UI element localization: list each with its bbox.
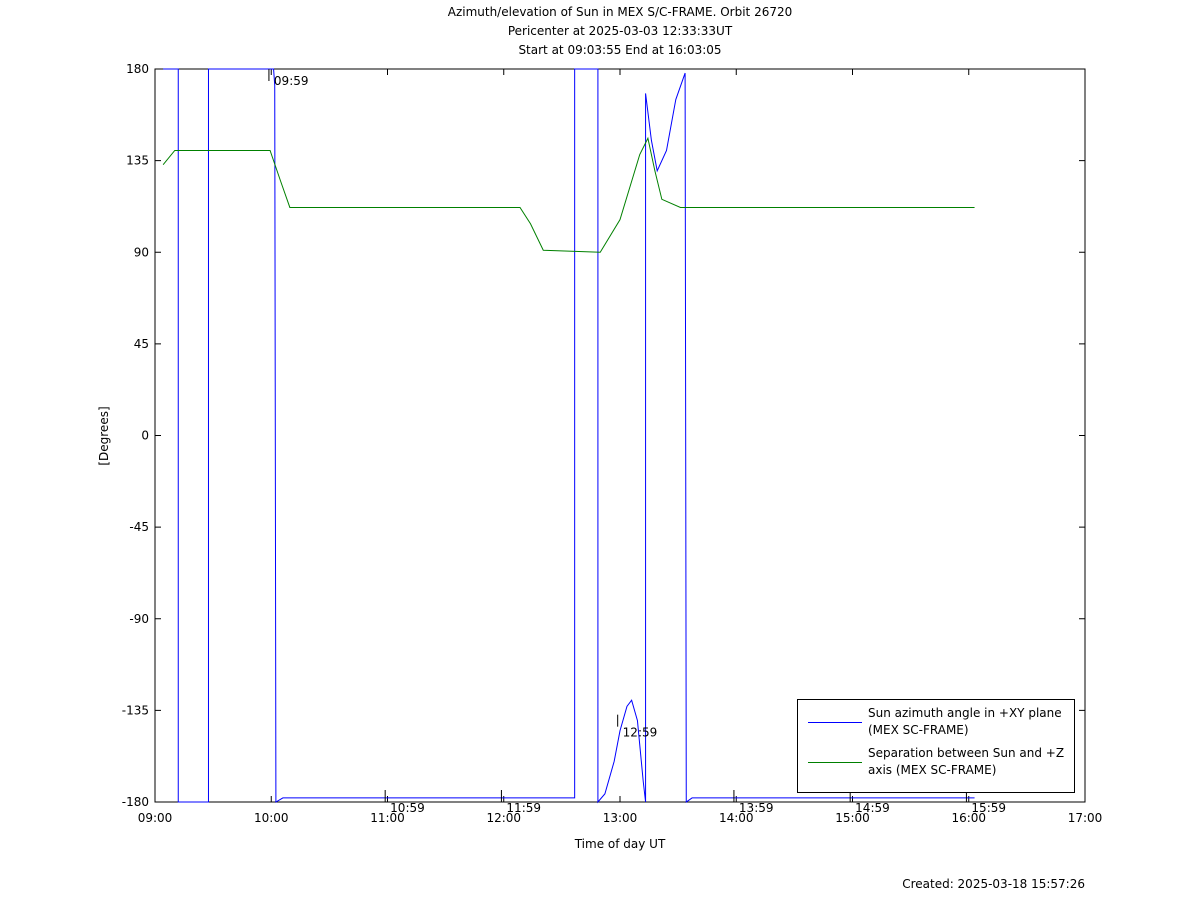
annotation: 10:59 bbox=[390, 801, 425, 815]
legend-swatch bbox=[808, 722, 862, 723]
annotation: 12:59 bbox=[623, 726, 658, 740]
x-tick-label: 10:00 bbox=[254, 811, 289, 825]
annotation: 14:59 bbox=[855, 801, 890, 815]
annotation: 11:59 bbox=[506, 801, 541, 815]
x-tick-label: 14:00 bbox=[719, 811, 754, 825]
x-axis-label: Time of day UT bbox=[574, 837, 666, 851]
y-tick-label: 180 bbox=[126, 62, 149, 76]
y-tick-label: -90 bbox=[129, 612, 149, 626]
plot-frame bbox=[154, 68, 1086, 803]
y-tick-label: -135 bbox=[122, 703, 149, 717]
legend-swatch bbox=[808, 762, 862, 763]
title-line: Azimuth/elevation of Sun in MEX S/C-FRAM… bbox=[448, 5, 793, 19]
legend-label: Sun azimuth angle in +XY plane (MEX SC-F… bbox=[868, 706, 1062, 737]
y-tick-label: 0 bbox=[141, 429, 149, 443]
annotation: 15:59 bbox=[971, 801, 1006, 815]
title-line: Pericenter at 2025-03-03 12:33:33UT bbox=[508, 24, 733, 38]
annotation: 09:59 bbox=[274, 74, 309, 88]
y-tick-label: -45 bbox=[129, 520, 149, 534]
legend: Sun azimuth angle in +XY plane (MEX SC-F… bbox=[797, 699, 1075, 793]
x-tick-label: 09:00 bbox=[138, 811, 173, 825]
x-tick-label: 17:00 bbox=[1068, 811, 1103, 825]
y-axis-label: [Degrees] bbox=[97, 406, 111, 465]
x-tick-label: 16:00 bbox=[951, 811, 986, 825]
x-tick-label: 15:00 bbox=[835, 811, 870, 825]
legend-label: Separation between Sun and +Z axis (MEX … bbox=[868, 746, 1065, 777]
series-line bbox=[163, 68, 975, 804]
y-tick-label: 90 bbox=[134, 245, 149, 259]
y-tick-label: 45 bbox=[134, 337, 149, 351]
series-line bbox=[162, 136, 975, 253]
x-tick-label: 12:00 bbox=[486, 811, 521, 825]
y-tick-label: -180 bbox=[122, 795, 149, 809]
x-tick-label: 13:00 bbox=[603, 811, 638, 825]
annotation: 13:59 bbox=[739, 801, 774, 815]
title-line: Start at 09:03:55 End at 16:03:05 bbox=[518, 43, 721, 57]
y-tick-label: 135 bbox=[126, 154, 149, 168]
footer: Created: 2025-03-18 15:57:26 bbox=[902, 877, 1085, 891]
x-tick-label: 11:00 bbox=[370, 811, 405, 825]
